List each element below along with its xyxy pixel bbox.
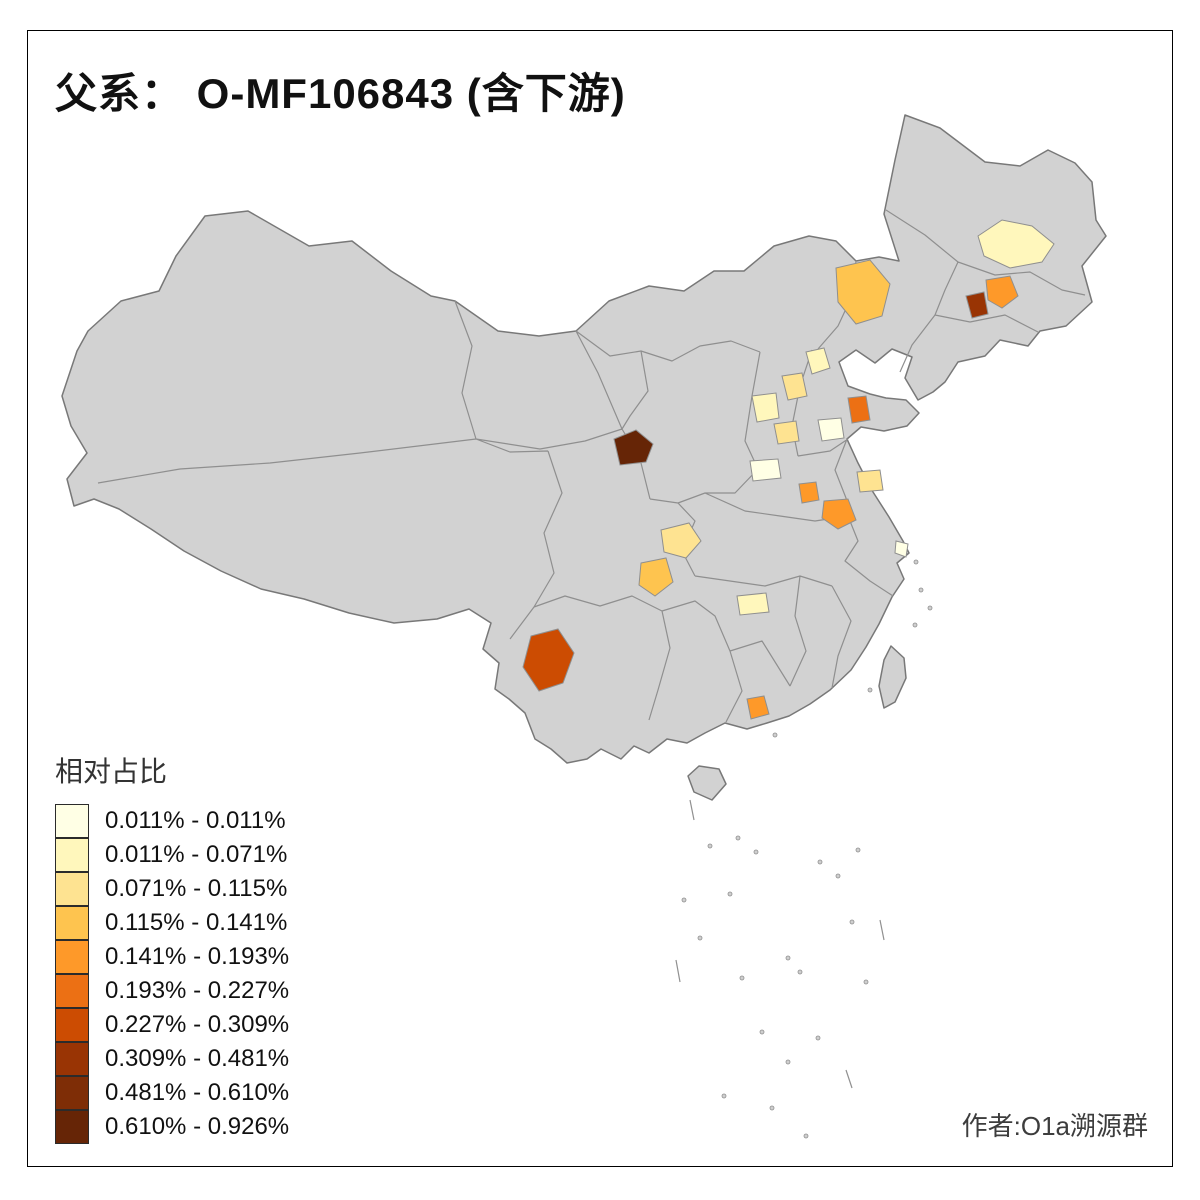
legend-label: 0.115% - 0.141% (105, 909, 288, 936)
sea-dash-mark (689, 799, 695, 821)
highlighted-region-r13 (798, 481, 820, 504)
legend-row: 0.309% - 0.481% (55, 1041, 290, 1076)
highlighted-region-r7 (751, 392, 780, 423)
legend-label: 0.227% - 0.309% (105, 1011, 290, 1038)
highlighted-region-r20 (746, 695, 770, 720)
highlighted-regions (522, 219, 1055, 720)
legend-row: 0.227% - 0.309% (55, 1007, 290, 1042)
legend-swatch (55, 803, 89, 838)
legend-swatch (55, 973, 89, 1008)
highlighted-region-r4 (985, 275, 1019, 309)
legend-swatch (55, 871, 89, 906)
highlighted-region-r5 (805, 347, 831, 375)
islet (727, 891, 733, 897)
highlighted-region-r11 (856, 469, 884, 493)
islet (927, 605, 933, 611)
legend: 相对占比 0.011% - 0.011% 0.011% - 0.071% 0.071… (55, 750, 289, 1144)
legend-label: 0.309% - 0.481% (105, 1045, 290, 1072)
legend-swatch (55, 939, 89, 974)
legend-rows: 0.011% - 0.011% 0.011% - 0.071% 0.071% - 0… (55, 803, 290, 1144)
islet (785, 1059, 791, 1065)
islet (867, 687, 873, 693)
highlighted-region-r17 (638, 557, 674, 597)
highlighted-region-r21 (894, 540, 909, 558)
islet (759, 1029, 765, 1035)
highlighted-region-r15 (613, 429, 654, 466)
islet (681, 897, 687, 903)
legend-swatch (55, 1007, 89, 1042)
islet (772, 732, 778, 738)
highlighted-region-r10 (847, 395, 871, 424)
islet (855, 847, 861, 853)
islet (815, 1035, 821, 1041)
highlighted-region-r16 (660, 522, 702, 559)
hainan-island (687, 765, 727, 801)
islet (735, 835, 741, 841)
legend-swatch (55, 1041, 89, 1076)
legend-label: 0.193% - 0.227% (105, 977, 290, 1004)
legend-row: 0.141% - 0.193% (55, 939, 290, 974)
islet (817, 859, 823, 865)
legend-swatch (55, 837, 89, 872)
legend-swatch (55, 905, 89, 940)
islet (739, 975, 745, 981)
legend-label: 0.071% - 0.115% (105, 875, 288, 902)
legend-row: 0.071% - 0.115% (55, 871, 289, 906)
islet (913, 559, 919, 565)
islet (918, 587, 924, 593)
highlighted-region-r3 (965, 291, 989, 319)
highlighted-region-r19 (736, 592, 770, 616)
legend-title: 相对占比 (55, 756, 168, 787)
legend-row: 0.011% - 0.071% (55, 837, 289, 872)
legend-label: 0.141% - 0.193% (105, 943, 290, 970)
islet (697, 935, 703, 941)
sea-dash-mark (845, 1069, 853, 1089)
highlighted-region-r14 (821, 498, 857, 530)
islet (753, 849, 759, 855)
islet (835, 873, 841, 879)
legend-swatch (55, 1109, 89, 1144)
islet (803, 1133, 809, 1139)
sea-dash-mark (675, 959, 681, 983)
highlighted-region-r1 (977, 219, 1055, 269)
islet (785, 955, 791, 961)
legend-row: 0.610% - 0.926% (55, 1109, 290, 1144)
highlighted-region-r8 (773, 420, 800, 445)
highlighted-region-r2 (835, 259, 891, 325)
sea-islands (675, 559, 933, 1139)
islet (769, 1105, 775, 1111)
highlighted-region-r12 (749, 458, 782, 482)
islet (863, 979, 869, 985)
attribution: 作者:O1a溯源群 (961, 1111, 1148, 1141)
highlighted-region-r18 (522, 628, 575, 692)
highlighted-region-r6 (781, 372, 808, 401)
islet (707, 843, 713, 849)
islet (797, 969, 803, 975)
legend-row: 0.193% - 0.227% (55, 973, 290, 1008)
islet (721, 1093, 727, 1099)
islet (912, 622, 918, 628)
taiwan-island (878, 645, 907, 709)
islet (849, 919, 855, 925)
legend-label: 0.011% - 0.011% (105, 807, 286, 834)
chart-title: 父系： O-MF106843 (含下游) (55, 70, 626, 117)
legend-row: 0.115% - 0.141% (55, 905, 289, 940)
legend-label: 0.011% - 0.071% (105, 841, 288, 868)
legend-row: 0.011% - 0.011% (55, 803, 289, 838)
legend-label: 0.610% - 0.926% (105, 1113, 290, 1140)
highlighted-region-r9 (817, 417, 845, 442)
plot-frame (27, 30, 1173, 1167)
legend-swatch (55, 1075, 89, 1110)
sea-dash-mark (879, 919, 885, 941)
legend-label: 0.481% - 0.610% (105, 1079, 290, 1106)
legend-row: 0.481% - 0.610% (55, 1075, 290, 1110)
province-borders (97, 209, 1086, 723)
